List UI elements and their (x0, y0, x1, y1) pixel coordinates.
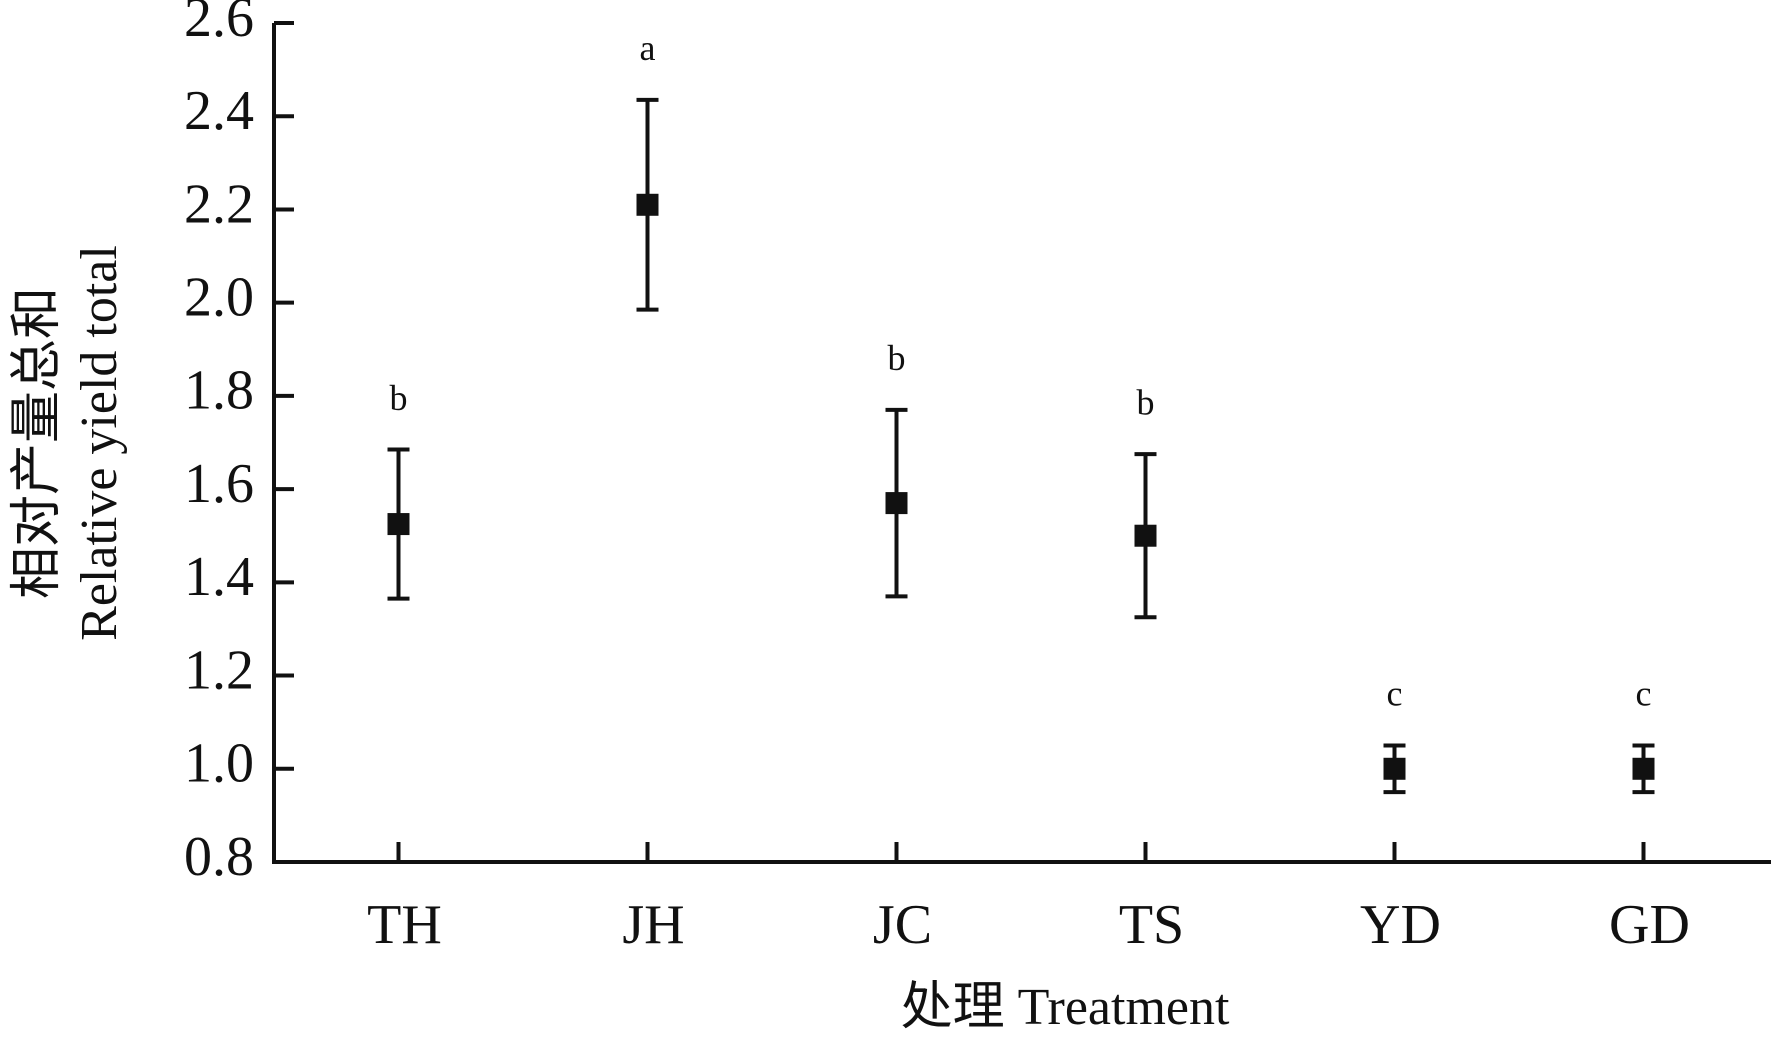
y-tick-label: 2.4 (184, 80, 254, 142)
y-axis-title: 相对产量总和 (9, 287, 66, 599)
y-tick-label: 2.0 (184, 267, 254, 329)
marker (1134, 524, 1157, 547)
y-tick-label: 1.6 (184, 453, 254, 515)
x-tick-label: TH (367, 894, 442, 956)
significance-label: c (1636, 674, 1652, 714)
significance-label: b (888, 338, 906, 378)
marker (636, 193, 659, 216)
marker (885, 492, 908, 515)
x-tick-label: JH (622, 894, 684, 956)
significance-label: a (640, 28, 656, 68)
x-tick-label: TS (1119, 894, 1184, 956)
marker (1383, 757, 1406, 780)
y-tick-label: 1.2 (184, 639, 254, 701)
x-tick-label: YD (1360, 894, 1441, 956)
x-axis-title: 处理 Treatment (901, 979, 1230, 1036)
x-tick-label: GD (1609, 894, 1690, 956)
significance-label: b (390, 378, 408, 418)
y-tick-label: 2.2 (184, 173, 254, 235)
y-tick-label: 1.0 (184, 733, 254, 795)
x-tick-label: JC (873, 894, 932, 956)
y-tick-label: 2.6 (184, 0, 254, 49)
marker (1632, 757, 1655, 780)
y-tick-label: 1.4 (184, 546, 254, 608)
significance-label: c (1387, 674, 1403, 714)
y-axis-title: Relative yield total (71, 245, 128, 641)
y-tick-label: 1.8 (184, 360, 254, 422)
y-tick-label: 0.8 (184, 826, 254, 888)
significance-label: b (1137, 382, 1155, 422)
marker (387, 513, 410, 536)
